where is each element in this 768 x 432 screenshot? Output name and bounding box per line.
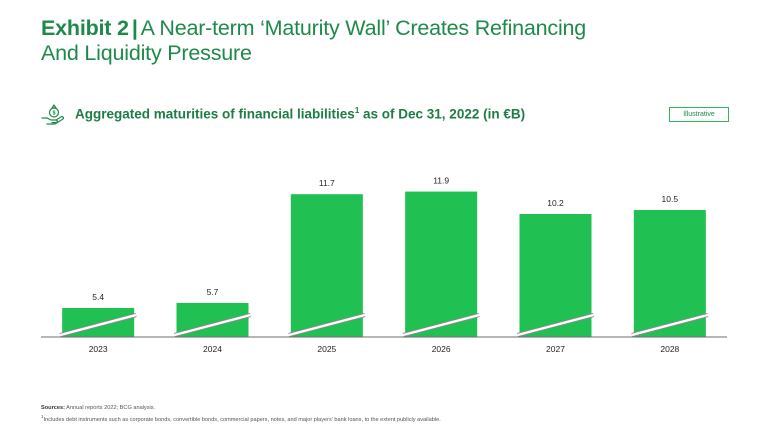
bar-group bbox=[59, 191, 709, 338]
bar-2027 bbox=[519, 214, 592, 337]
bar-2028 bbox=[633, 210, 706, 337]
axis-break-marker bbox=[288, 313, 366, 337]
svg-text:$: $ bbox=[52, 111, 55, 117]
title-line-2: And Liquidity Pressure bbox=[41, 41, 252, 65]
axis-break-marker bbox=[402, 313, 480, 337]
bar-2025 bbox=[290, 194, 363, 337]
subtitle-footnote-mark: 1 bbox=[354, 106, 360, 116]
exhibit-title: Exhibit 2 | A Near-term ‘Maturity Wall’ Cr… bbox=[41, 16, 741, 66]
value-label: 5.7 bbox=[207, 287, 219, 297]
category-label: 2028 bbox=[660, 344, 679, 354]
value-label: 11.7 bbox=[319, 178, 335, 188]
category-label: 2026 bbox=[432, 344, 451, 354]
category-label: 2025 bbox=[317, 344, 336, 354]
category-label: 2023 bbox=[89, 344, 108, 354]
value-label: 11.9 bbox=[433, 176, 449, 186]
category-label: 2027 bbox=[546, 344, 565, 354]
subtitle-text-date: as of Dec 31, 2022 (in €B) bbox=[359, 106, 526, 122]
maturities-bar-chart: 5.4 2023 5.7 2024 11.7 2025 11.9 2026 10.2 2027 10… bbox=[41, 176, 727, 354]
axis-break-marker bbox=[631, 313, 709, 337]
chart-subtitle: $ Aggregated maturities of financial lia… bbox=[41, 103, 525, 125]
label-group: 5.4 2023 5.7 2024 11.7 2025 11.9 2026 10.2 2027 10… bbox=[89, 176, 680, 354]
footnote-mark: 1 bbox=[41, 413, 44, 419]
sources-text: Annual reports 2022; BCG analysis. bbox=[64, 405, 156, 411]
axis-break-marker bbox=[174, 313, 251, 337]
hand-money-bag-icon: $ bbox=[41, 104, 64, 125]
axis-break-marker bbox=[517, 313, 594, 337]
illustrative-tag: Illustrative bbox=[669, 107, 729, 122]
subtitle-text: Aggregated maturities of financial liabi… bbox=[75, 106, 525, 122]
value-label: 10.5 bbox=[662, 194, 679, 204]
category-label: 2024 bbox=[203, 344, 222, 354]
footnote-text: Includes debt instruments such as corpor… bbox=[43, 416, 441, 423]
footer-notes: Sources: Annual reports 2022; BCG analys… bbox=[41, 405, 741, 424]
footnote-line: 1Includes debt instruments such as corpo… bbox=[41, 413, 741, 424]
sources-label: Sources: bbox=[41, 405, 65, 411]
title-line-1: A Near-term ‘Maturity Wall’ Creates Refi… bbox=[140, 16, 587, 40]
sources-line: Sources: Annual reports 2022; BCG analys… bbox=[41, 405, 741, 413]
title-separator: | bbox=[131, 16, 138, 40]
subtitle-text-main: Aggregated maturities of financial liabi… bbox=[75, 106, 355, 122]
axis-break-marker bbox=[59, 313, 137, 337]
value-label: 10.2 bbox=[547, 198, 564, 208]
exhibit-number: Exhibit 2 bbox=[41, 16, 129, 40]
value-label: 5.4 bbox=[92, 292, 104, 302]
bar-2026 bbox=[405, 191, 478, 337]
